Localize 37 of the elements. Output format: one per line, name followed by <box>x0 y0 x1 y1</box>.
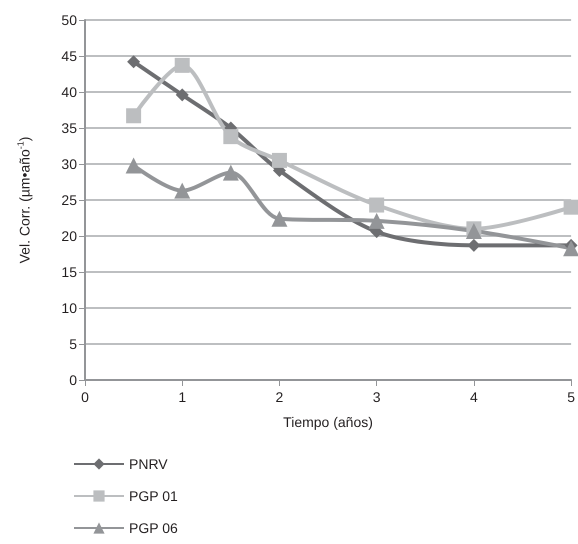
point <box>272 152 287 168</box>
y-tick-label: 25 <box>61 192 78 208</box>
point <box>126 108 142 124</box>
y-tick-label: 5 <box>69 336 78 352</box>
point <box>563 240 578 256</box>
point <box>223 129 238 144</box>
point <box>368 212 385 229</box>
x-tick-label: 1 <box>178 389 186 405</box>
y-tick-label: 20 <box>61 228 78 244</box>
point <box>564 200 578 215</box>
y-tick-label: 0 <box>69 372 78 388</box>
point <box>176 88 189 102</box>
point <box>127 55 140 68</box>
y-tick-label: 30 <box>61 156 78 172</box>
y-tick-label: 50 <box>61 12 78 28</box>
x-tick-label: 0 <box>81 389 90 405</box>
point <box>174 182 190 199</box>
y-tick-label: 15 <box>61 264 78 280</box>
y-tick-label: 40 <box>61 84 78 100</box>
point <box>369 198 384 213</box>
point <box>271 210 288 227</box>
y-axis-title: Vel. Corr. (µm•año-1) <box>16 136 32 264</box>
y-tick-label: 10 <box>61 300 78 316</box>
x-tick-label: 3 <box>372 389 381 405</box>
y-tick-label: 35 <box>61 120 78 136</box>
x-tick-label: 2 <box>276 389 284 405</box>
point <box>222 164 239 181</box>
legend-label: PGP 01 <box>129 488 178 504</box>
point <box>467 238 480 252</box>
point <box>126 157 142 174</box>
x-axis-title: Tiempo (años) <box>283 414 373 430</box>
legend-label: PNRV <box>129 456 168 472</box>
x-tick-label: 5 <box>567 389 576 405</box>
x-tick-label: 4 <box>470 389 478 405</box>
y-tick-label: 45 <box>61 48 78 64</box>
legend-label: PGP 06 <box>129 520 178 536</box>
point <box>174 58 190 73</box>
